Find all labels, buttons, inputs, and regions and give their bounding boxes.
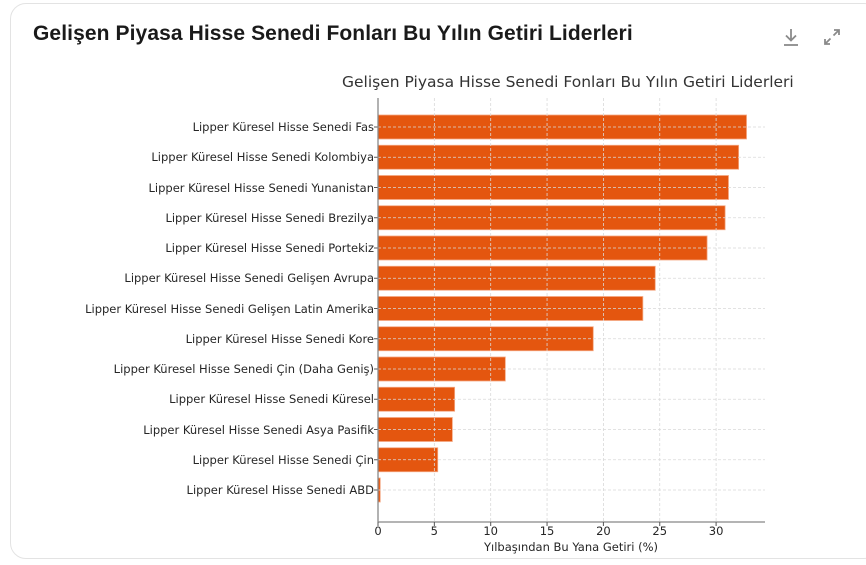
y-tick-label: Lipper Küresel Hisse Senedi Yunanistan <box>148 180 374 195</box>
expand-button[interactable] <box>821 26 843 48</box>
x-tick-label: 0 <box>374 524 382 538</box>
chart-title: Gelişen Piyasa Hisse Senedi Fonları Bu Y… <box>342 73 794 91</box>
download-icon <box>784 29 798 46</box>
y-tick-label: Lipper Küresel Hisse Senedi Küresel <box>169 392 374 407</box>
x-tick-label: 10 <box>483 524 499 538</box>
y-tick-label: Lipper Küresel Hisse Senedi Çin <box>192 452 374 467</box>
y-tick-label: Lipper Küresel Hisse Senedi Çin (Daha Ge… <box>113 362 374 376</box>
bar <box>377 235 708 261</box>
y-tick-label: Lipper Küresel Hisse Senedi Kore <box>185 331 374 346</box>
x-tick-label: 5 <box>430 524 439 538</box>
y-tick-label: Lipper Küresel Hisse Senedi Asya Pasifik <box>143 422 374 437</box>
card-title: Gelişen Piyasa Hisse Senedi Fonları Bu Y… <box>33 22 633 45</box>
y-tick-label: Lipper Küresel Hisse Senedi ABD <box>186 483 374 497</box>
bar <box>377 447 439 473</box>
x-axis-label: Yılbaşından Bu Yana Getiri (%) <box>483 540 659 554</box>
x-tick-label: 20 <box>596 524 611 538</box>
y-tick-label: Lipper Küresel Hisse Senedi Brezilya <box>165 210 374 225</box>
x-tick-label: 25 <box>652 524 668 538</box>
y-tick-label: Lipper Küresel Hisse Senedi Portekiz <box>165 241 374 255</box>
download-button[interactable] <box>780 26 802 48</box>
y-tick-label: Lipper Küresel Hisse Senedi Kolombiya <box>151 150 374 165</box>
expand-icon <box>824 29 840 45</box>
y-tick-label: Lipper Küresel Hisse Senedi Gelişen Avru… <box>124 271 374 286</box>
x-tick-label: 30 <box>708 524 724 538</box>
bar <box>377 356 506 382</box>
y-tick-label: Lipper Küresel Hisse Senedi Gelişen Lati… <box>85 301 374 316</box>
y-tick-label: Lipper Küresel Hisse Senedi Fas <box>192 120 374 134</box>
x-tick-label: 15 <box>539 524 555 538</box>
